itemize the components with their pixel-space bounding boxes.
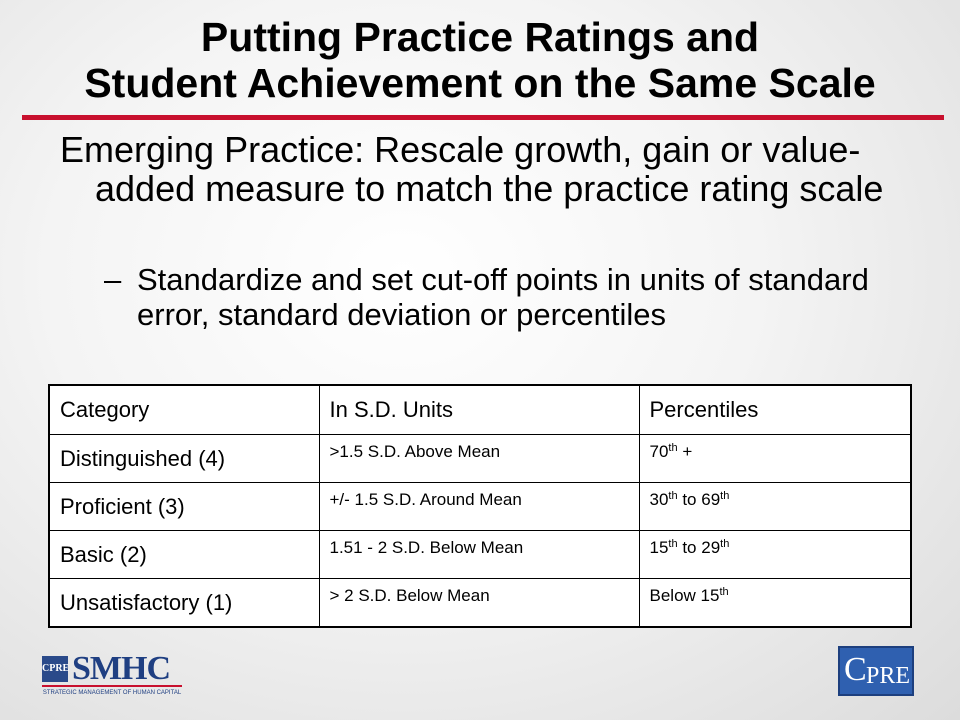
sub-bullet-text: Standardize and set cut-off points in un… <box>137 262 869 332</box>
smhc-wordmark: SMHC <box>72 650 171 687</box>
sub-bullet: – Standardize and set cut-off points in u… <box>104 262 927 332</box>
cpre-logo: C PRE <box>838 646 914 696</box>
sd-cell: 1.51 - 2 S.D. Below Mean <box>318 530 640 579</box>
category-cell: Unsatisfactory (1) <box>48 578 320 628</box>
category-cell: Proficient (3) <box>48 482 320 531</box>
sub-bullet-dash: – <box>104 262 122 297</box>
percentile-cell: 30th to 69th <box>638 482 912 531</box>
percentile-cell: 70th + <box>638 434 912 483</box>
table-row: Proficient (3) +/- 1.5 S.D. Around Mean … <box>48 482 912 531</box>
rating-scale-table: Category In S.D. Units Percentiles Disti… <box>48 384 912 628</box>
header-percentiles: Percentiles <box>638 384 912 435</box>
table-row: Unsatisfactory (1) > 2 S.D. Below Mean B… <box>48 578 912 628</box>
smhc-logo: CPRE SMHC STRATEGIC MANAGEMENT OF HUMAN … <box>42 650 182 698</box>
header-sd-units: In S.D. Units <box>318 384 640 435</box>
smhc-tagline: STRATEGIC MANAGEMENT OF HUMAN CAPITAL <box>42 690 182 696</box>
percentile-cell: 15th to 29th <box>638 530 912 579</box>
main-bullet: Emerging Practice: Rescale growth, gain … <box>60 129 884 209</box>
sd-cell: > 2 S.D. Below Mean <box>318 578 640 628</box>
cpre-logo-c: C <box>844 651 867 688</box>
smhc-logo-rule <box>42 685 182 687</box>
header-category: Category <box>48 384 320 435</box>
table-row: Distinguished (4) >1.5 S.D. Above Mean 7… <box>48 434 912 483</box>
category-cell: Basic (2) <box>48 530 320 579</box>
percentile-cell: Below 15th <box>638 578 912 628</box>
category-cell: Distinguished (4) <box>48 434 320 483</box>
cpre-logo-text: PRE <box>866 663 911 689</box>
slide-title: Putting Practice Ratings and Student Ach… <box>0 14 960 106</box>
cpre-mark-icon: CPRE <box>42 656 69 682</box>
table-header-row: Category In S.D. Units Percentiles <box>48 384 912 435</box>
slide-title-line-1: Putting Practice Ratings and <box>200 14 760 60</box>
title-underline <box>22 115 944 120</box>
slide-title-line-2: Student Achievement on the Same Scale <box>84 60 876 106</box>
sd-cell: +/- 1.5 S.D. Around Mean <box>318 482 640 531</box>
table-row: Basic (2) 1.51 - 2 S.D. Below Mean 15th … <box>48 530 912 579</box>
sd-cell: >1.5 S.D. Above Mean <box>318 434 640 483</box>
